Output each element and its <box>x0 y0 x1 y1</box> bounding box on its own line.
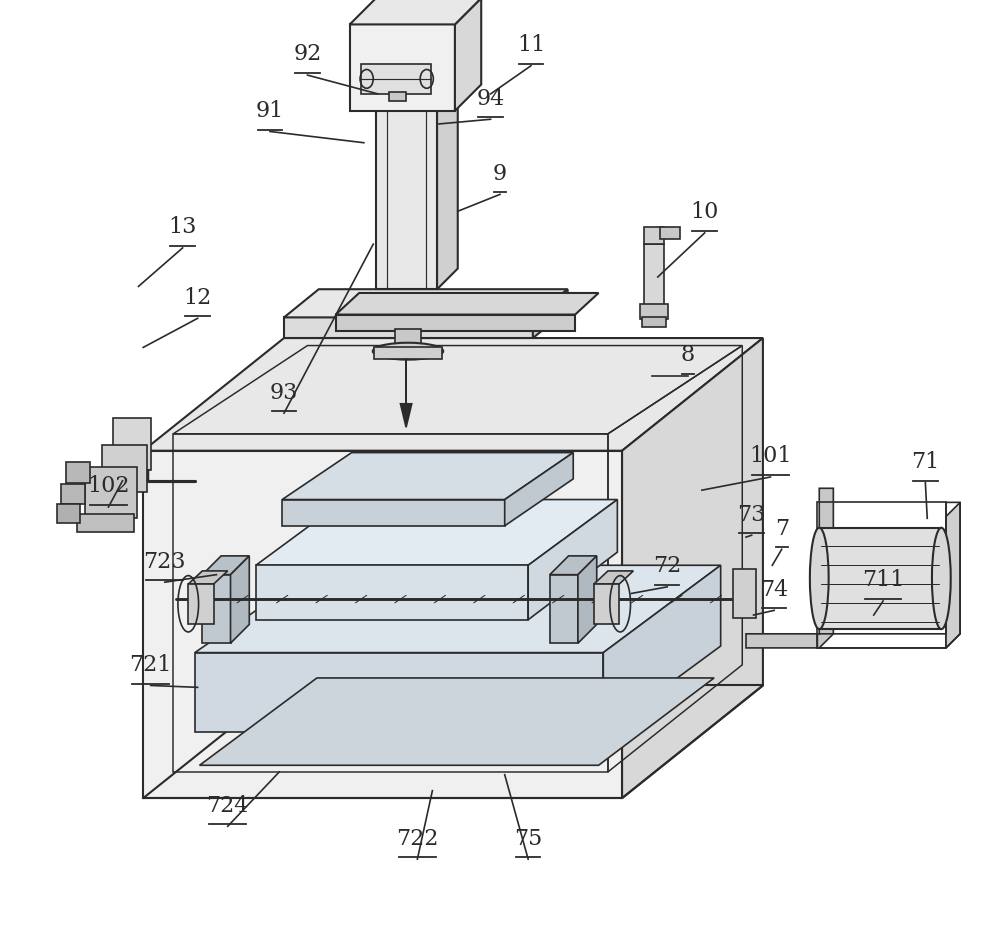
Text: 12: 12 <box>184 286 212 309</box>
Polygon shape <box>550 556 597 575</box>
Text: 11: 11 <box>517 34 545 56</box>
Ellipse shape <box>373 343 443 360</box>
Text: 74: 74 <box>760 578 788 601</box>
Text: 73: 73 <box>737 503 766 526</box>
Bar <box>395 329 421 347</box>
Polygon shape <box>143 451 622 798</box>
Polygon shape <box>336 293 599 315</box>
Polygon shape <box>376 85 458 106</box>
Polygon shape <box>336 315 575 331</box>
Polygon shape <box>437 85 458 289</box>
Polygon shape <box>195 565 721 653</box>
Ellipse shape <box>932 528 951 629</box>
Polygon shape <box>231 556 249 643</box>
Bar <box>66 462 90 483</box>
Text: 711: 711 <box>862 569 904 592</box>
Text: 91: 91 <box>256 100 284 122</box>
Text: 92: 92 <box>293 43 322 66</box>
Polygon shape <box>400 404 412 427</box>
Polygon shape <box>202 556 249 575</box>
Bar <box>733 569 756 618</box>
Bar <box>376 106 437 289</box>
Text: 10: 10 <box>691 201 719 223</box>
Bar <box>660 227 680 239</box>
Polygon shape <box>282 453 573 500</box>
Text: 71: 71 <box>911 451 939 473</box>
Polygon shape <box>594 584 619 624</box>
Polygon shape <box>533 289 568 338</box>
Bar <box>361 64 431 94</box>
Bar <box>61 484 85 504</box>
Polygon shape <box>528 500 617 620</box>
Polygon shape <box>505 453 573 526</box>
Text: 723: 723 <box>144 550 186 573</box>
Text: 101: 101 <box>749 445 792 468</box>
Polygon shape <box>195 653 603 732</box>
Text: 72: 72 <box>653 555 681 577</box>
Bar <box>77 514 134 532</box>
Polygon shape <box>746 488 833 648</box>
Text: 721: 721 <box>130 654 172 676</box>
Text: 75: 75 <box>514 827 542 850</box>
Polygon shape <box>282 500 505 526</box>
Bar <box>113 418 151 470</box>
Bar <box>374 347 442 359</box>
Bar <box>350 24 455 111</box>
Polygon shape <box>455 0 481 111</box>
Polygon shape <box>202 575 231 643</box>
Text: 8: 8 <box>681 344 695 366</box>
Bar <box>642 317 666 327</box>
Polygon shape <box>256 500 617 565</box>
Polygon shape <box>603 565 721 732</box>
Text: 9: 9 <box>493 162 507 185</box>
Polygon shape <box>143 338 763 451</box>
Polygon shape <box>594 571 633 584</box>
Text: 93: 93 <box>270 381 298 404</box>
Polygon shape <box>188 571 228 584</box>
Bar <box>85 467 137 518</box>
Bar <box>57 504 80 523</box>
Polygon shape <box>350 0 481 24</box>
Polygon shape <box>256 565 528 620</box>
Bar <box>102 445 147 492</box>
Bar <box>640 304 668 319</box>
Polygon shape <box>284 317 533 338</box>
Polygon shape <box>550 575 578 643</box>
Text: 724: 724 <box>207 794 249 817</box>
Bar <box>819 528 941 629</box>
Polygon shape <box>200 678 714 765</box>
Text: 94: 94 <box>476 87 505 110</box>
Polygon shape <box>188 584 214 624</box>
Polygon shape <box>622 338 763 798</box>
Polygon shape <box>578 556 597 643</box>
Polygon shape <box>284 289 568 317</box>
Text: 7: 7 <box>775 517 789 540</box>
Bar <box>644 227 664 244</box>
Bar <box>644 244 664 308</box>
Polygon shape <box>946 502 960 648</box>
Ellipse shape <box>810 528 829 629</box>
Text: 102: 102 <box>87 475 130 498</box>
Bar <box>389 92 406 101</box>
Text: 13: 13 <box>168 216 197 239</box>
Text: 722: 722 <box>396 827 439 850</box>
